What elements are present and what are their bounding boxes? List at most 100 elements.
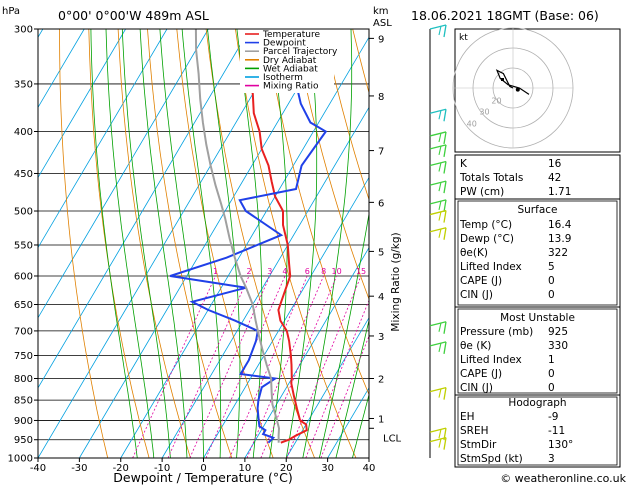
pressure-tick-label: 600 xyxy=(14,271,33,282)
pressure-tick-label: 550 xyxy=(14,240,33,251)
altitude-tick-label: 9 xyxy=(378,34,384,45)
wet-adiabat-line xyxy=(236,29,263,458)
wind-barb-flag xyxy=(443,131,447,145)
most-unstable-row-value: 0 xyxy=(548,382,555,394)
wind-barb xyxy=(429,341,447,354)
wind-barb-flag xyxy=(438,162,442,172)
pressure-tick-label: 800 xyxy=(14,374,33,385)
hodograph-table-row-label: SREH xyxy=(460,425,489,437)
dry-adiabat-line xyxy=(59,29,109,458)
temperature-tick-label: 30 xyxy=(321,463,334,474)
temperature-tick-label: -40 xyxy=(30,463,46,474)
series-dewpoint xyxy=(169,29,328,444)
surface-row-label: Temp (°C) xyxy=(459,219,512,231)
wind-barb-flag xyxy=(443,321,447,334)
mixing-ratio-line xyxy=(229,275,308,458)
mixing-ratio-line xyxy=(286,275,362,458)
legend-entry: Wet Adiabat xyxy=(263,64,318,74)
wind-barb-shaft xyxy=(429,427,447,433)
surface-row-label: Lifted Index xyxy=(460,261,522,273)
surface-row-label: CAPE (J) xyxy=(460,275,502,287)
index-row-value: 16 xyxy=(548,158,562,170)
hodograph-table-row-label: StmDir xyxy=(460,439,497,451)
wind-barb xyxy=(429,144,447,157)
wind-barb xyxy=(429,131,447,145)
isotherm-line xyxy=(38,29,85,109)
legend-entry: Mixing Ratio xyxy=(263,82,319,92)
mixing-ratio-axis-title: Mixing Ratio (g/kg) xyxy=(390,232,402,331)
location-label: 0°00' 0°00'W 489m ASL xyxy=(58,8,209,23)
wind-barb-shaft xyxy=(429,199,447,205)
dry-adiabat-line xyxy=(235,29,357,458)
wet-adiabat-line xyxy=(302,29,353,458)
altitude-tick-label: 7 xyxy=(378,147,384,158)
altitude-tick-label: 1 xyxy=(378,414,384,425)
wind-barb-shaft xyxy=(429,131,447,137)
surface-inner-frame xyxy=(457,200,618,306)
isotherm-line xyxy=(79,29,333,458)
hodograph-table-title: Hodograph xyxy=(508,397,566,409)
isotherm-line xyxy=(38,29,292,458)
wet-adiabat-line xyxy=(159,29,204,458)
legend-box xyxy=(240,29,334,93)
wet-adiabat-line xyxy=(207,29,241,458)
wind-barb-flag xyxy=(443,109,447,122)
mixing-ratio-line xyxy=(260,275,337,458)
wind-barb-flag xyxy=(438,438,442,448)
altitude-tick-label: 4 xyxy=(378,292,384,303)
profile-lines xyxy=(169,29,328,444)
wind-barb xyxy=(429,386,447,400)
x-axis-title: Dewpoint / Temperature (°C) xyxy=(113,470,292,485)
surface-row-value: 0 xyxy=(548,289,555,301)
wind-barb-flag xyxy=(438,200,442,210)
wind-barb-shaft xyxy=(429,108,447,114)
indices-panel: K 16 Totals Totals 42 PW (cm) 1.71 Surface Temp… xyxy=(454,154,621,468)
hodograph-ring-label: 20 xyxy=(491,96,501,105)
hodograph-ring-label: 40 xyxy=(467,120,477,129)
temperature-tick-label: 10 xyxy=(239,463,252,474)
mixing-ratio-line xyxy=(246,275,324,458)
wind-barb-shaft xyxy=(429,180,447,186)
hpa-unit-label: hPa xyxy=(2,6,20,17)
most-unstable-row-value: 925 xyxy=(548,326,568,338)
pressure-tick-label: 300 xyxy=(14,25,33,36)
pressure-tick-label: 700 xyxy=(14,326,33,337)
wet-adiabat-line xyxy=(139,29,188,458)
wind-barb-flag xyxy=(438,322,442,332)
index-row-label: PW (cm) xyxy=(460,186,504,198)
lcl-label: LCL xyxy=(383,433,402,444)
wet-adiabat-line xyxy=(181,29,222,458)
datetime-label: 18.06.2021 18GMT (Base: 06) xyxy=(411,8,599,23)
pressure-tick-label: 400 xyxy=(14,127,33,138)
isotherm-line xyxy=(244,246,369,458)
wind-barb-flag xyxy=(438,110,442,120)
legend-entry: Dry Adiabat xyxy=(263,56,317,66)
wind-barb xyxy=(429,227,447,240)
pressure-tick-label: 900 xyxy=(14,416,33,427)
surface-row-label: CIN (J) xyxy=(460,289,493,301)
copyright-label: © weatheronline.co.uk xyxy=(500,472,626,485)
isotherm-line xyxy=(120,36,369,458)
wind-barb xyxy=(429,321,447,334)
mixing-ratio-label: 4 xyxy=(282,267,287,276)
wind-barb-flag xyxy=(443,199,447,212)
asl-unit-label: ASL xyxy=(373,18,392,29)
pressure-tick-label: 1000 xyxy=(8,454,33,465)
mixing-ratio-line xyxy=(305,299,369,458)
wind-barb xyxy=(429,180,447,194)
pressure-tick-label: 450 xyxy=(14,169,33,180)
most-unstable-row-label: Pressure (mb) xyxy=(460,326,533,338)
temperature-tick-label: 20 xyxy=(280,463,293,474)
wind-barb-shaft xyxy=(429,209,447,216)
legend-entry: Dewpoint xyxy=(263,39,306,49)
surface-row-value: 322 xyxy=(548,247,568,259)
mixing-ratio-line xyxy=(167,275,250,458)
legend-entry: Parcel Trajectory xyxy=(263,47,338,57)
series-parcel-trajectory xyxy=(194,29,281,443)
wind-barb-flag xyxy=(443,437,447,450)
most-unstable-row-value: 1 xyxy=(548,354,555,366)
most-unstable-row-label: θe (K) xyxy=(460,340,491,352)
wet-adiabat-line xyxy=(90,29,138,458)
